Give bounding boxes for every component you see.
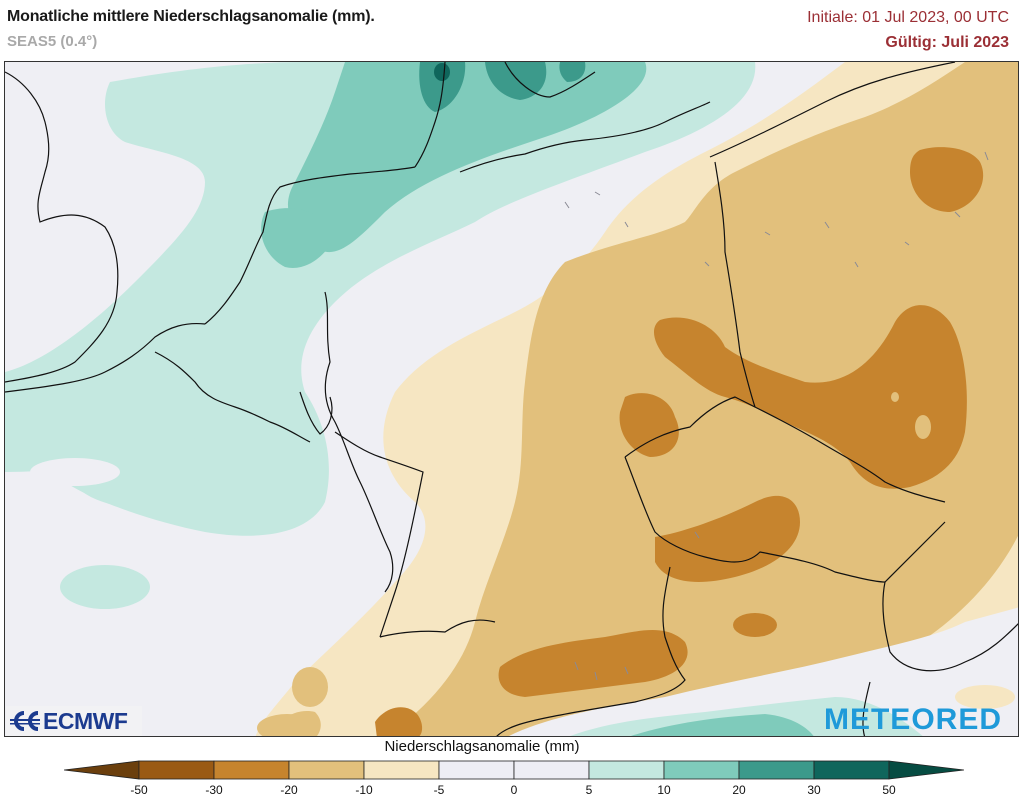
ecmwf-swirl-icon	[10, 711, 40, 731]
colorbar	[64, 760, 964, 780]
tick: 0	[510, 783, 518, 797]
tick: -10	[355, 783, 373, 797]
meteored-logo-text: METEORED	[823, 702, 1002, 736]
tick: 30	[807, 783, 821, 797]
tick: -20	[280, 783, 298, 797]
meteored-logo: METEORED	[808, 703, 1018, 736]
colorbar-extend-high	[888, 760, 964, 780]
colorbar-ticks: -50 -30 -20 -10 -5 0 5 10 20 30 50	[0, 783, 1024, 799]
colorbar-title: Niederschlagsanomalie (mm)	[384, 738, 580, 755]
colorbar-extend-low	[64, 760, 140, 780]
anomaly-map	[4, 61, 1019, 737]
init-time: Initiale: 01 Jul 2023, 00 UTC	[807, 9, 1009, 26]
model-subtitle: SEAS5 (0.4°)	[7, 33, 98, 50]
tick: 5	[585, 783, 593, 797]
tick: 10	[657, 783, 671, 797]
chart-title: Monatliche mittlere Niederschlagsanomali…	[7, 8, 375, 25]
tick: 50	[882, 783, 896, 797]
anomaly-field	[5, 62, 1018, 736]
tick: -5	[433, 783, 445, 797]
ecmwf-logo-text: ECMWF	[43, 707, 128, 734]
tick: -30	[205, 783, 223, 797]
tick: -50	[130, 783, 148, 797]
ecmwf-logo: ECMWF	[6, 706, 142, 736]
tick: 20	[732, 783, 746, 797]
valid-period: Gültig: Juli 2023	[885, 34, 1009, 51]
